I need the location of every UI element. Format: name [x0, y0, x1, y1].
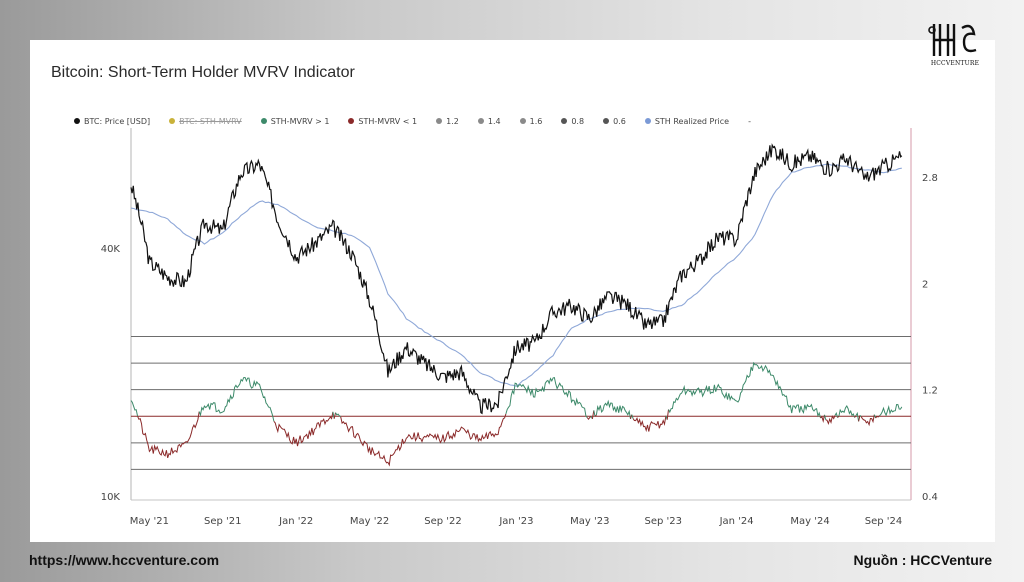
legend-item[interactable]: 1.2 — [436, 117, 459, 126]
series-line-sth-mvrv — [875, 415, 880, 419]
legend-swatch — [561, 118, 568, 124]
x-tick-label: May '24 — [790, 516, 829, 527]
series-line-sth-mvrv — [855, 411, 860, 422]
series-line-sth-mvrv — [333, 412, 336, 419]
left-tick-label: 10K — [101, 492, 121, 503]
legend-label: STH Realized Price — [654, 116, 730, 126]
series-line-sth-mvrv — [666, 409, 669, 420]
series-line-sth-mvrv — [586, 415, 592, 421]
series-line-sth-mvrv — [825, 415, 836, 425]
legend-label: STH-MVRV < 1 — [358, 116, 418, 126]
hccventure-logo: HCCVENTURE — [926, 20, 984, 72]
logo-text: HCCVENTURE — [930, 60, 980, 67]
legend-item[interactable]: STH-MVRV < 1 — [348, 117, 417, 126]
legend-swatch — [74, 118, 80, 124]
x-tick-label: May '22 — [350, 516, 389, 527]
x-tick-label: May '23 — [570, 516, 609, 527]
legend-label: STH-MVRV > 1 — [270, 116, 330, 126]
legend-label: 1.4 — [487, 116, 501, 126]
series-line-sth-realized-price — [130, 163, 902, 387]
legend-label: 1.2 — [446, 116, 459, 126]
series-line-sth-mvrv — [505, 376, 588, 418]
legend-swatch — [348, 118, 355, 124]
series-line-sth-mvrv — [591, 410, 595, 419]
series-line-sth-mvrv — [595, 399, 631, 419]
legend-item[interactable]: 1.6 — [519, 116, 543, 126]
legend-swatch — [260, 118, 267, 124]
legend-swatch — [644, 118, 651, 124]
x-tick-label: Sep '24 — [865, 516, 903, 527]
right-tick-label: 1.2 — [922, 386, 938, 397]
legend-item[interactable]: BTC: STH-MVRV — [169, 117, 242, 126]
right-tick-label: 0.4 — [922, 492, 938, 503]
x-tick-label: May '21 — [130, 516, 169, 527]
chart-card: Bitcoin: Short-Term Holder MVRV Indicato… — [30, 40, 995, 542]
source-label: Nguồn : HCCVenture — [853, 552, 992, 568]
right-tick-label: 2.8 — [922, 173, 938, 184]
series-line-sth-mvrv — [631, 414, 634, 419]
x-tick-label: Jan '23 — [498, 516, 533, 527]
series-line-sth-mvrv — [593, 410, 596, 417]
series-line-sth-mvrv — [273, 411, 334, 447]
series-line-sth-mvrv — [130, 400, 139, 417]
series-line-sth-mvrv — [838, 405, 856, 418]
series-line-sth-mvrv — [873, 414, 877, 419]
legend-item[interactable]: STH-MVRV > 1 — [260, 116, 330, 126]
series-line-sth-mvrv — [858, 415, 861, 422]
chart-title: Bitcoin: Short-Term Holder MVRV Indicato… — [51, 64, 355, 81]
series-line-sth-mvrv — [860, 414, 875, 427]
series-line-sth-mvrv — [834, 411, 839, 418]
legend-item[interactable]: STH Realized Price — [644, 116, 730, 126]
x-tick-label: Sep '22 — [424, 516, 462, 527]
hccventure-logo-mark — [928, 24, 977, 56]
series-line-sth-mvrv — [137, 411, 200, 459]
series-line-sth-mvrv — [879, 403, 903, 417]
series-line-sth-mvrv — [340, 413, 507, 467]
series-line-sth-mvrv — [837, 415, 840, 418]
left-tick-label: 40K — [101, 244, 121, 255]
legend-label: - — [748, 116, 751, 126]
legend-swatch — [436, 118, 443, 124]
series-line-sth-mvrv — [335, 412, 342, 418]
right-tick-label: 2 — [922, 279, 928, 290]
series-line-sth-mvrv — [594, 414, 597, 417]
series-line-sth-mvrv — [854, 415, 857, 418]
legend-label: 1.6 — [529, 116, 543, 126]
legend-swatch — [477, 118, 484, 124]
legend-swatch — [169, 118, 176, 124]
legend-swatch — [519, 118, 526, 124]
x-tick-label: Sep '23 — [644, 516, 682, 527]
x-tick-label: Jan '24 — [719, 516, 754, 527]
legend-label: 0.8 — [571, 116, 585, 126]
legend-item[interactable]: 0.8 — [561, 117, 584, 126]
chart-legend: BTC: Price [USD] BTC: STH-MVRV STH-MVRV > … — [74, 114, 770, 128]
legend-item[interactable]: 0.6 — [603, 117, 626, 126]
series-line-sth-mvrv — [824, 414, 827, 421]
series-line-sth-mvrv — [668, 361, 821, 419]
legend-item[interactable]: BTC: Price [USD] — [74, 117, 150, 126]
legend-label: 0.6 — [613, 116, 626, 126]
legend-item[interactable]: - — [748, 117, 751, 126]
series-line-sth-mvrv — [198, 376, 275, 422]
series-line-btc-price — [130, 143, 903, 415]
legend-item[interactable]: 1.4 — [477, 116, 501, 126]
legend-label: BTC: Price [USD] — [84, 116, 151, 126]
series-line-sth-mvrv — [820, 414, 825, 423]
x-tick-label: Sep '21 — [204, 516, 242, 527]
series-line-sth-mvrv — [632, 415, 667, 433]
legend-label: BTC: STH-MVRV — [179, 116, 242, 126]
website-link[interactable]: https://www.hccventure.com — [29, 552, 220, 568]
legend-swatch — [603, 118, 610, 124]
series-line-sth-mvrv — [859, 415, 862, 418]
x-tick-label: Jan '22 — [278, 516, 313, 527]
